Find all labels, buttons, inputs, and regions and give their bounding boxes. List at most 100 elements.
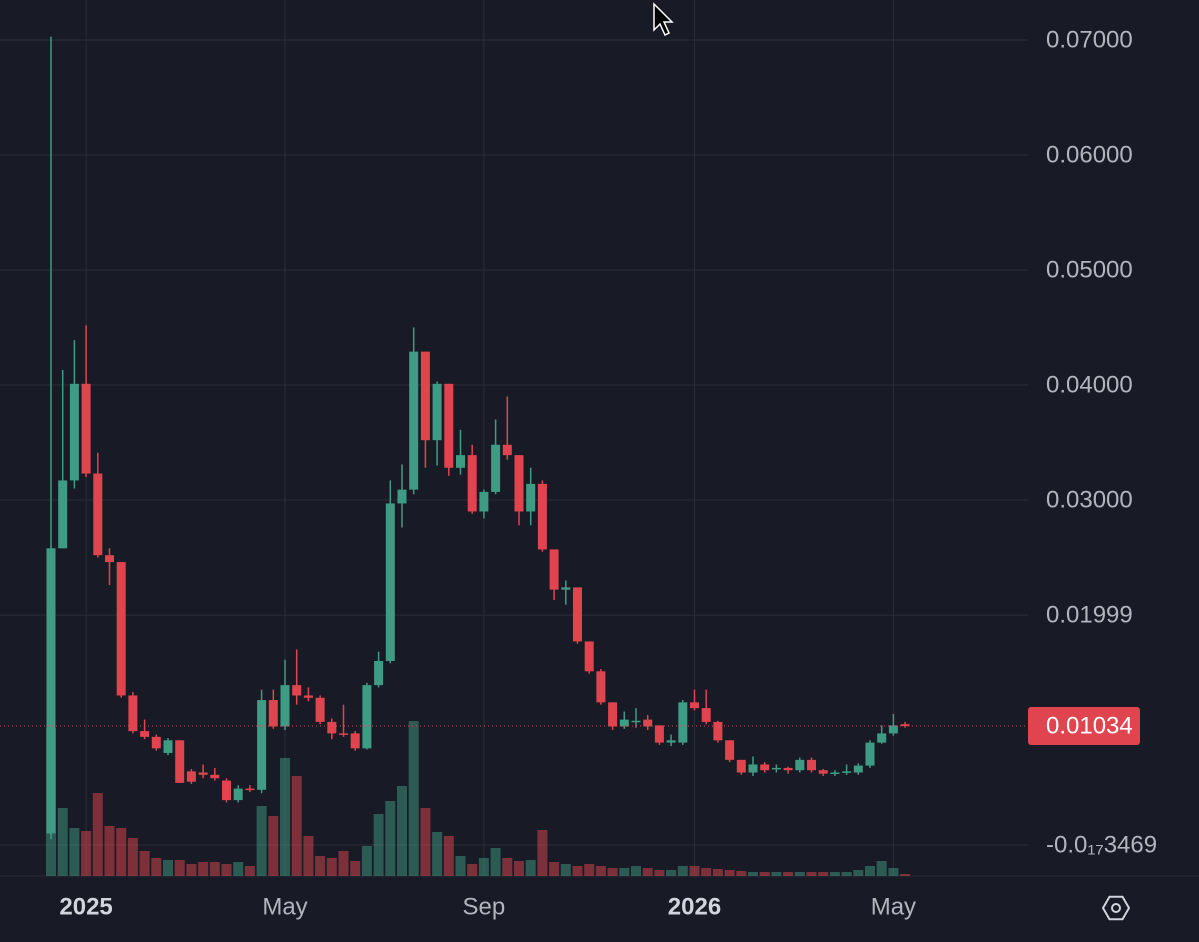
axes: -0.0₁₇3469 0.01999 0.03000 0.04000 0.05000 0.…: [59, 26, 1157, 920]
volume-bar: [139, 851, 150, 876]
volume-bar: [373, 814, 384, 876]
candle-body: [748, 764, 758, 773]
candle-body: [210, 774, 220, 779]
candle-body: [303, 695, 313, 698]
y-tick-label: 0.04000: [1046, 371, 1133, 398]
volume-bar: [783, 872, 794, 876]
mouse-cursor: [653, 2, 674, 37]
volume-bar: [280, 758, 290, 876]
volume-bar: [92, 793, 103, 876]
y-tick-label: 0.07000: [1046, 26, 1133, 53]
volume-bar: [677, 866, 688, 876]
volume-bar: [338, 851, 349, 876]
volume-bar: [514, 861, 524, 876]
candle-body: [690, 702, 699, 709]
candle-body: [514, 455, 524, 512]
candle-body: [374, 660, 384, 686]
candle-body: [198, 772, 208, 775]
volume-bar: [642, 868, 653, 876]
candle-body: [561, 587, 571, 590]
volume-bar: [467, 864, 478, 876]
candle-body: [69, 383, 79, 481]
candle-body: [900, 724, 910, 727]
volume-bar: [724, 870, 735, 876]
plot: [0, 36, 1028, 876]
candle-body: [596, 671, 606, 703]
volume-bar: [361, 846, 372, 876]
volume-bar: [432, 832, 443, 876]
candle-body: [573, 587, 582, 642]
candle-body: [292, 685, 302, 696]
last-price-box: [1028, 707, 1140, 746]
candle-body: [58, 480, 68, 549]
candle-body: [771, 767, 781, 770]
volume-bar: [408, 721, 419, 876]
settings-icon: [1101, 895, 1131, 921]
volume-bar: [490, 848, 501, 876]
volume-bar: [771, 872, 782, 876]
y-tick-label: 0.05000: [1046, 256, 1133, 283]
x-tick-label: 2025: [59, 893, 112, 920]
candle-body: [432, 383, 442, 441]
candle-body: [385, 503, 395, 661]
candle-body: [631, 720, 641, 723]
volume-bar: [315, 856, 326, 876]
volume-bar: [736, 871, 747, 876]
volume-bar: [619, 868, 630, 876]
volume-bar: [420, 808, 431, 876]
volume-bar: [69, 828, 80, 876]
candle-body: [339, 733, 348, 735]
volume-bar: [689, 866, 700, 876]
candle-body: [479, 491, 489, 512]
candle-body: [491, 444, 501, 492]
volume-bar: [116, 828, 127, 876]
candle-body: [163, 740, 173, 753]
candle-body: [46, 548, 56, 834]
candle-body: [760, 764, 770, 771]
candle-body: [140, 731, 150, 737]
volume-bar: [712, 869, 723, 876]
y-tick-label: 0.03000: [1046, 486, 1133, 513]
x-tick-label: Sep: [463, 893, 506, 920]
y-tick-label: 0.01999: [1046, 601, 1133, 628]
volume-bar: [806, 872, 817, 876]
candle-body: [397, 489, 407, 504]
volume-bar: [584, 864, 595, 876]
candle-body: [456, 455, 465, 468]
volume-bar: [350, 861, 361, 876]
candle-body: [643, 719, 653, 727]
candle-body: [608, 702, 618, 727]
volume-bar: [221, 864, 232, 876]
candle-body: [444, 383, 454, 468]
candle-body: [736, 759, 746, 773]
volume-bar: [900, 874, 911, 876]
candle-body: [654, 725, 664, 743]
volume-bar: [268, 816, 279, 876]
volume-bar: [794, 872, 805, 876]
candle-body: [362, 685, 372, 749]
candle-body: [853, 765, 863, 773]
candle-body: [186, 771, 196, 782]
volume-bar: [174, 860, 185, 876]
candle-body: [409, 351, 419, 490]
volume-bar: [326, 858, 337, 876]
candle-body: [467, 455, 477, 512]
x-tick-label: May: [262, 893, 307, 920]
volume-bar: [654, 870, 665, 876]
settings-button[interactable]: [1101, 895, 1131, 921]
volume-bar: [549, 862, 560, 876]
volume-bar: [666, 870, 677, 876]
volume-bar: [631, 866, 641, 876]
volume-bar: [163, 860, 173, 876]
volume-bar: [478, 858, 489, 876]
candle-body: [783, 767, 793, 771]
candle-body: [584, 641, 594, 672]
volume-bar: [560, 864, 571, 876]
volume-bar: [455, 856, 466, 876]
volume-bar: [888, 868, 899, 876]
volume-bar: [502, 858, 513, 876]
volume-bar: [385, 801, 396, 876]
candle-body: [795, 759, 805, 771]
candle-body: [327, 721, 337, 734]
